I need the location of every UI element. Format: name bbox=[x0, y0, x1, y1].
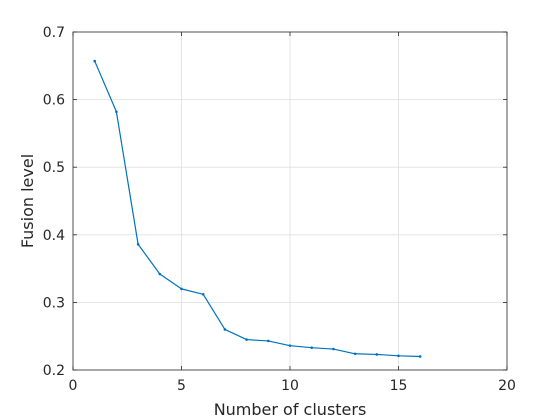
tick-labels: 0 5 10 15 20 0.2 0.3 0.4 0.5 0.6 0.7 bbox=[43, 25, 516, 394]
data-point bbox=[245, 338, 248, 341]
data-point bbox=[397, 354, 400, 358]
y-tick-label: 0.3 bbox=[43, 295, 65, 311]
series-line bbox=[94, 60, 421, 358]
data-point bbox=[223, 328, 227, 331]
data-point bbox=[310, 346, 314, 349]
y-axis-label: Fusion level bbox=[18, 154, 37, 248]
x-tick-label: 15 bbox=[390, 378, 408, 394]
data-point bbox=[201, 292, 205, 296]
data-point bbox=[136, 242, 140, 246]
data-point bbox=[288, 344, 292, 347]
x-axis-label: Number of clusters bbox=[214, 400, 367, 419]
data-point bbox=[332, 347, 335, 351]
data-point bbox=[375, 353, 379, 356]
series-fusion-level bbox=[93, 59, 422, 358]
data-point bbox=[115, 110, 118, 114]
data-point bbox=[267, 339, 270, 343]
x-tick-label: 20 bbox=[498, 378, 516, 394]
data-point bbox=[180, 287, 183, 291]
y-tick-label: 0.2 bbox=[43, 363, 65, 379]
axis-ticks bbox=[72, 31, 508, 371]
y-tick-label: 0.6 bbox=[43, 93, 65, 109]
data-point bbox=[158, 272, 162, 276]
x-tick-label: 0 bbox=[69, 378, 78, 394]
grid-lines bbox=[73, 32, 507, 370]
x-tick-label: 5 bbox=[177, 378, 186, 394]
y-tick-label: 0.7 bbox=[43, 25, 65, 41]
data-point bbox=[418, 355, 422, 358]
x-tick-label: 10 bbox=[281, 378, 299, 394]
y-tick-label: 0.4 bbox=[43, 228, 65, 244]
data-point bbox=[353, 352, 357, 356]
data-point bbox=[93, 59, 96, 63]
y-tick-label: 0.5 bbox=[43, 160, 65, 176]
